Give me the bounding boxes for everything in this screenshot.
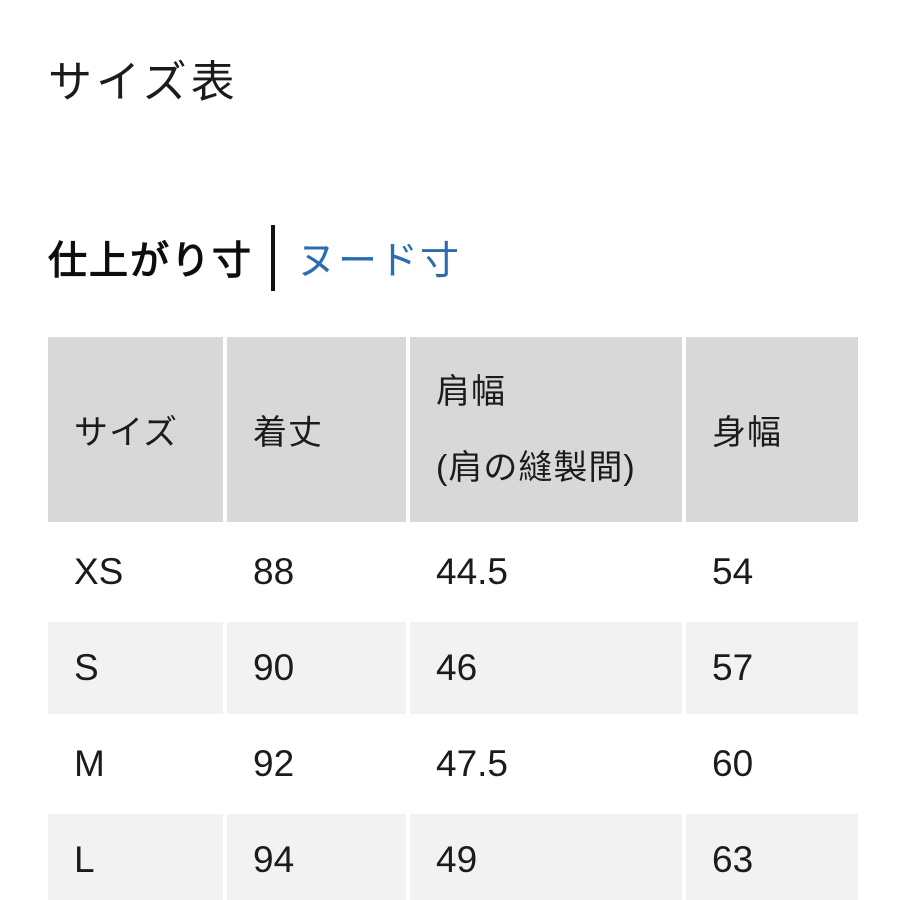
shoulder-width-cell: 49 (410, 814, 682, 900)
column-header-shoulder-width: 肩幅 (肩の縫製間) (410, 337, 682, 522)
tab-divider (271, 225, 276, 291)
shoulder-width-cell: 46 (410, 622, 682, 714)
size-cell: L (48, 814, 223, 900)
length-cell: 94 (227, 814, 406, 900)
length-cell: 92 (227, 718, 406, 810)
body-width-cell: 54 (686, 526, 858, 618)
body-width-cell: 60 (686, 718, 858, 810)
column-header-shoulder-width-note: (肩の縫製間) (436, 448, 636, 487)
size-cell: M (48, 718, 223, 810)
body-width-cell: 57 (686, 622, 858, 714)
column-header-length: 着丈 (227, 337, 406, 522)
tab-nude-measurements[interactable]: ヌード寸 (297, 240, 462, 283)
table-row: L 94 49 63 (48, 814, 858, 900)
page-title: サイズ表 (48, 58, 239, 107)
size-cell: S (48, 622, 223, 714)
size-table-body: XS 88 44.5 54 S 90 46 57 M 92 47.5 60 L … (48, 526, 858, 900)
size-table: サイズ 着丈 肩幅 (肩の縫製間) 身幅 XS 88 44.5 54 S 90 … (48, 337, 858, 900)
table-row: M 92 47.5 60 (48, 718, 858, 810)
column-header-body-width: 身幅 (686, 337, 858, 522)
size-cell: XS (48, 526, 223, 618)
length-cell: 88 (227, 526, 406, 618)
table-header-row: サイズ 着丈 肩幅 (肩の縫製間) 身幅 (48, 337, 858, 522)
table-row: XS 88 44.5 54 (48, 526, 858, 618)
shoulder-width-cell: 44.5 (410, 526, 682, 618)
measurement-tabs: 仕上がり寸 ヌード寸 (48, 222, 461, 294)
table-row: S 90 46 57 (48, 622, 858, 714)
body-width-cell: 63 (686, 814, 858, 900)
tab-finished-measurements[interactable]: 仕上がり寸 (48, 240, 254, 283)
column-header-size: サイズ (48, 337, 223, 522)
shoulder-width-cell: 47.5 (410, 718, 682, 810)
column-header-shoulder-width-main: 肩幅 (436, 372, 506, 411)
length-cell: 90 (227, 622, 406, 714)
